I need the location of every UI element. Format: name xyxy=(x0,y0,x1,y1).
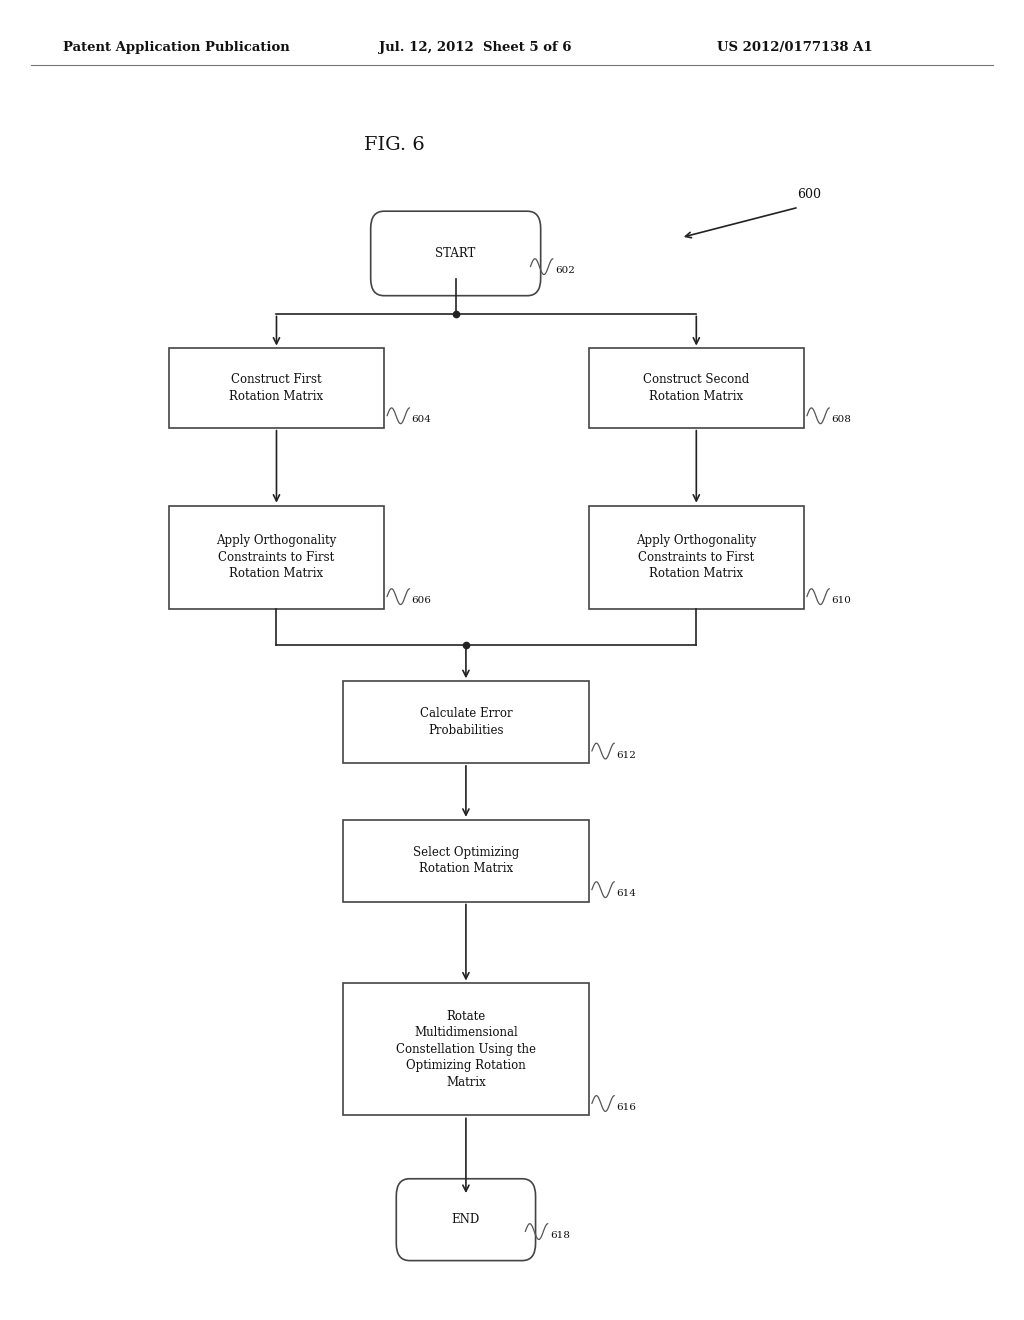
Bar xyxy=(169,506,384,609)
FancyBboxPatch shape xyxy=(396,1179,536,1261)
Text: 604: 604 xyxy=(412,416,431,424)
Text: Calculate Error
Probabilities: Calculate Error Probabilities xyxy=(420,708,512,737)
Text: 606: 606 xyxy=(412,597,431,605)
Text: 608: 608 xyxy=(831,416,851,424)
Text: Jul. 12, 2012  Sheet 5 of 6: Jul. 12, 2012 Sheet 5 of 6 xyxy=(379,41,571,54)
Text: FIG. 6: FIG. 6 xyxy=(364,136,424,154)
Bar xyxy=(589,506,804,609)
Text: 612: 612 xyxy=(616,751,636,759)
Text: 600: 600 xyxy=(797,187,821,201)
Text: US 2012/0177138 A1: US 2012/0177138 A1 xyxy=(717,41,872,54)
Bar xyxy=(343,983,589,1115)
Text: 610: 610 xyxy=(831,597,851,605)
Text: 616: 616 xyxy=(616,1104,636,1111)
Text: Construct First
Rotation Matrix: Construct First Rotation Matrix xyxy=(229,374,324,403)
Text: 602: 602 xyxy=(555,267,574,275)
Text: START: START xyxy=(435,247,476,260)
Text: Apply Orthogonality
Constraints to First
Rotation Matrix: Apply Orthogonality Constraints to First… xyxy=(636,535,757,579)
Text: 614: 614 xyxy=(616,890,636,898)
Bar xyxy=(343,820,589,902)
Text: Apply Orthogonality
Constraints to First
Rotation Matrix: Apply Orthogonality Constraints to First… xyxy=(216,535,337,579)
Bar xyxy=(169,348,384,428)
Bar xyxy=(343,681,589,763)
Text: END: END xyxy=(452,1213,480,1226)
Text: Patent Application Publication: Patent Application Publication xyxy=(63,41,290,54)
Bar xyxy=(589,348,804,428)
Text: Select Optimizing
Rotation Matrix: Select Optimizing Rotation Matrix xyxy=(413,846,519,875)
Text: Construct Second
Rotation Matrix: Construct Second Rotation Matrix xyxy=(643,374,750,403)
Text: Rotate
Multidimensional
Constellation Using the
Optimizing Rotation
Matrix: Rotate Multidimensional Constellation Us… xyxy=(396,1010,536,1089)
Text: 618: 618 xyxy=(550,1232,569,1239)
FancyBboxPatch shape xyxy=(371,211,541,296)
